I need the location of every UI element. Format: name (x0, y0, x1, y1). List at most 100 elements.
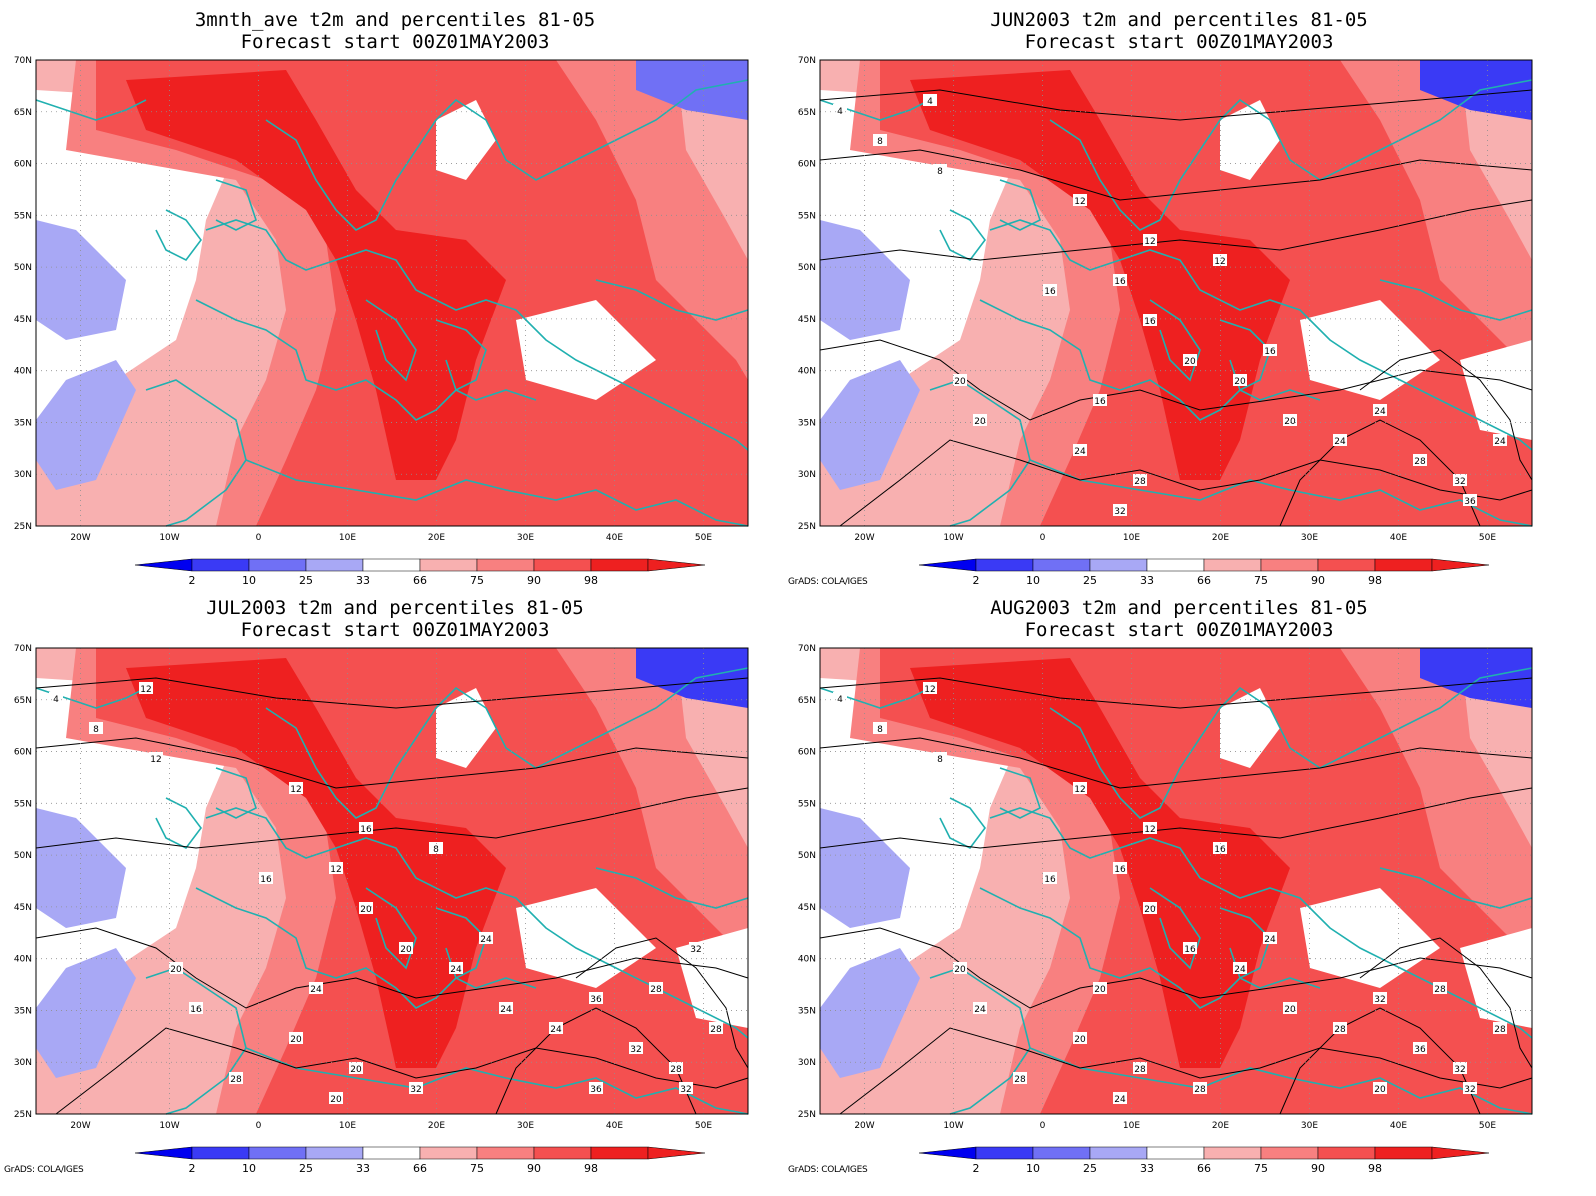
contour-label: 20 (290, 1035, 302, 1045)
colorbar-segment (419, 1146, 478, 1160)
map-frame (35, 59, 749, 527)
contour-label-box (49, 692, 63, 704)
contour-label-box (973, 1002, 987, 1014)
colorbar-label: 90 (1311, 1162, 1325, 1175)
temperature-contour (1359, 349, 1533, 481)
lat-tick-label: 25N (798, 1110, 816, 1120)
colorbar: 2 10 25 33 66 75 90 98 (918, 558, 1490, 587)
normal-range-area (1460, 340, 1532, 440)
colorbar-label: 25 (1083, 1162, 1097, 1175)
contour-label-box (709, 1022, 723, 1034)
temperature-contour (819, 199, 1533, 261)
normal-range-area (1460, 928, 1532, 1028)
lon-tick-label: 20E (1212, 1121, 1229, 1131)
contour-label-box (499, 1002, 513, 1014)
contour-label: 36 (590, 1085, 602, 1095)
colorbar-arrow-high (1431, 558, 1490, 572)
contour-label: 24 (1114, 1095, 1126, 1105)
contour-label-box (1143, 314, 1157, 326)
colorbar-segment (590, 1146, 649, 1160)
lon-tick-label: 40E (606, 1121, 623, 1131)
contour-label: 20 (974, 417, 986, 427)
colorbar-label: 75 (1254, 574, 1268, 587)
colorbar: 2 10 25 33 66 75 90 98 (918, 1146, 1490, 1175)
colorbar-label: 90 (527, 1162, 541, 1175)
normal-range-area (1300, 300, 1440, 400)
contour-label-box (933, 164, 947, 176)
colorbar-label: 25 (1083, 574, 1097, 587)
contour-label-box (833, 692, 847, 704)
colorbar-segment (248, 1146, 307, 1160)
contour-label: 28 (230, 1075, 242, 1085)
coastline (999, 179, 1041, 231)
contour-label: 20 (1284, 1005, 1296, 1015)
map-svg: 70N 65N 60N 55N 50N 45N 40N 35N 30N 25N 20W 10W 0 10E… (14, 56, 749, 587)
grads-credit: GrADS: COLA/IGES (4, 1165, 84, 1175)
lat-tick-label: 35N (14, 1006, 32, 1016)
normal-range-area (1220, 688, 1280, 768)
temperature-contour (819, 737, 1533, 789)
contour-label: 16 (1094, 397, 1106, 407)
temperature-contour (35, 787, 749, 849)
contour-label-box (649, 982, 663, 994)
contour-label: 24 (1374, 407, 1386, 417)
contour-label: 20 (954, 377, 966, 387)
contour-label-box (1463, 494, 1477, 506)
contour-label: 24 (1074, 447, 1086, 457)
contour-label-box (629, 1042, 643, 1054)
lon-tick-label: 30E (517, 533, 534, 543)
lat-tick-label: 30N (14, 1058, 32, 1068)
contour-label-box (953, 962, 967, 974)
contour-label-box (409, 1082, 423, 1094)
contour-label-box (953, 374, 967, 386)
contour-label: 28 (1014, 1075, 1026, 1085)
colorbar-label: 98 (1368, 574, 1382, 587)
coastline (265, 667, 749, 819)
colorbar-segment (476, 1146, 535, 1160)
contour-label-box (1233, 962, 1247, 974)
contour-label-box (1493, 1022, 1507, 1034)
contour-label: 12 (1214, 257, 1225, 267)
grads-credit: GrADS: COLA/IGES (788, 1165, 868, 1175)
colorbar-segment (1089, 558, 1148, 572)
colorbar-label: 66 (1197, 574, 1211, 587)
contour-label-box (1233, 374, 1247, 386)
lon-tick-label: 30E (1301, 1121, 1318, 1131)
lat-tick-label: 70N (798, 644, 816, 654)
lon-tick-label: 40E (606, 533, 623, 543)
contour-label-box (189, 1002, 203, 1014)
contour-label: 32 (690, 945, 701, 955)
lon-tick-label: 10W (943, 533, 963, 543)
colorbar-arrow-high (1431, 1146, 1490, 1160)
contour-label: 16 (1144, 317, 1156, 327)
lon-tick-label: 50E (695, 1121, 712, 1131)
colorbar-arrow-low (918, 558, 977, 572)
contour-label-box (1133, 1062, 1147, 1074)
colorbar: 2 10 25 33 66 75 90 98 (134, 1146, 706, 1175)
contour-label-box (923, 94, 937, 106)
contour-label: 28 (1134, 477, 1146, 487)
coastline (265, 79, 749, 231)
colorbar-label: 33 (1140, 1162, 1154, 1175)
lon-tick-label: 10E (339, 1121, 356, 1131)
contour-label-box (229, 1072, 243, 1084)
percentile-above-98-area (126, 70, 506, 480)
colorbar-arrow-low (134, 1146, 193, 1160)
contour-label-box (873, 134, 887, 146)
contour-label-box (1333, 434, 1347, 446)
coastline (215, 179, 257, 231)
coastline (245, 459, 749, 527)
contour-label-box (1113, 274, 1127, 286)
contour-label: 20 (350, 1065, 362, 1075)
percentile-25-33-area (820, 948, 920, 1078)
coastline (1049, 667, 1533, 819)
contour-label-box (89, 722, 103, 734)
contour-label: 28 (670, 1065, 682, 1075)
coastline (1049, 79, 1533, 231)
lon-tick-label: 20E (1212, 533, 1229, 543)
contour-label-box (1043, 284, 1057, 296)
temperature-contour (35, 927, 749, 1009)
contour-label: 32 (1454, 1065, 1465, 1075)
contour-label-box (679, 1082, 693, 1094)
